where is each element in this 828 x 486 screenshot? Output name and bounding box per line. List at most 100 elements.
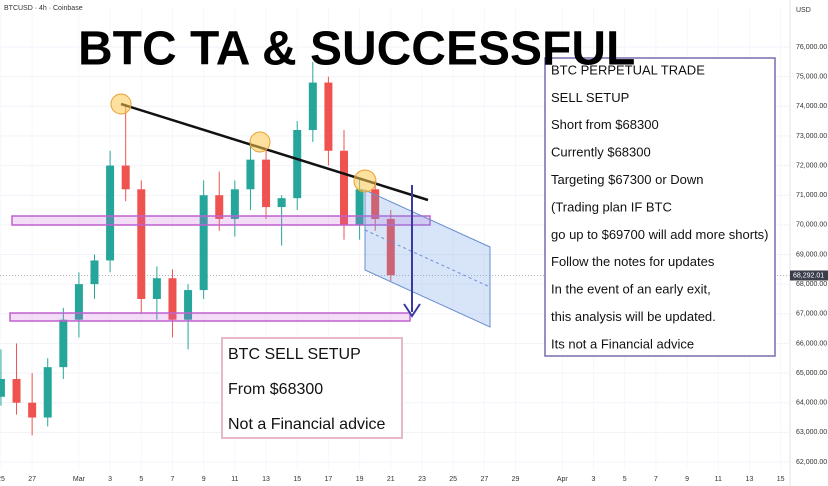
note-line: Currently $68300 <box>551 145 651 160</box>
candle-body <box>246 159 255 190</box>
y-tick-label: 68,000.00 <box>796 281 827 288</box>
x-tick-label: 11 <box>715 476 722 483</box>
arrow-head <box>403 303 421 318</box>
candle-body <box>74 284 83 320</box>
candle-body <box>59 319 68 368</box>
x-tick-label: 15 <box>777 476 785 483</box>
touch-point <box>249 131 271 153</box>
last-price-tag <box>790 270 828 281</box>
x-tick-label: 29 <box>512 476 520 483</box>
x-tick-label: Mar <box>73 476 86 483</box>
candle-body <box>28 402 37 418</box>
y-tick-label: 72,000.00 <box>796 162 827 169</box>
candle-body <box>324 82 333 151</box>
candle-body <box>121 165 130 190</box>
x-tick-label: 27 <box>480 476 488 483</box>
x-tick-label: 17 <box>325 476 333 483</box>
x-tick-label: 9 <box>202 476 206 483</box>
x-tick-label: 19 <box>356 476 364 483</box>
candle-body <box>0 378 5 397</box>
candle-body <box>199 195 208 291</box>
callout-line: From $68300 <box>228 381 323 398</box>
x-tick-label: 15 <box>293 476 301 483</box>
x-tick-label: 25 <box>449 476 457 483</box>
candle-body <box>308 82 317 131</box>
candle-body <box>168 278 177 320</box>
note-line: Follow the notes for updates <box>551 254 715 269</box>
y-tick-label: 76,000.00 <box>796 44 827 51</box>
candle-body <box>262 159 271 208</box>
x-tick-label: 3 <box>108 476 112 483</box>
callout-box <box>221 337 403 439</box>
y-tick-label: 65,000.00 <box>796 370 827 377</box>
touch-point <box>110 93 132 115</box>
x-tick-label: 23 <box>418 476 426 483</box>
x-tick-label: 13 <box>746 476 754 483</box>
y-tick-label: 75,000.00 <box>796 73 827 80</box>
axis-unit: USD <box>796 7 811 14</box>
y-tick-label: 63,000.00 <box>796 429 827 436</box>
axes: 62,000.00 63,000.00 64,000.00 65,000.00 66,0… <box>0 44 828 483</box>
x-tick-label: 3 <box>592 476 596 483</box>
note-line: Targeting $67300 or Down <box>551 172 704 187</box>
y-tick-label: 67,000.00 <box>796 311 827 318</box>
candle-body <box>293 130 302 199</box>
note-line: (Trading plan IF BTC <box>551 199 672 214</box>
candle-body <box>277 198 286 208</box>
y-tick-label: 69,000.00 <box>796 251 827 258</box>
y-tick-label: 66,000.00 <box>796 340 827 347</box>
symbol-header: BTCUSD · 4h · Coinbase <box>4 5 83 12</box>
y-tick-label: 73,000.00 <box>796 133 827 140</box>
channel-mid <box>364 229 491 288</box>
support-zone <box>9 312 411 322</box>
trendline <box>120 102 429 202</box>
x-tick-label: 13 <box>262 476 270 483</box>
candle-body <box>371 189 380 219</box>
candle-body <box>137 189 146 299</box>
chart-title: BTC TA & SUCCESSFUL <box>78 23 635 76</box>
x-tick-label: 7 <box>171 476 175 483</box>
y-tick-label: 74,000.00 <box>796 103 827 110</box>
notes: BTC PERPETUAL TRADE SELL SETUP Short from … <box>551 62 769 351</box>
resistance-zone <box>11 215 431 226</box>
candle-body <box>43 367 52 418</box>
x-tick-label: Apr <box>557 476 569 483</box>
x-tick-label: 5 <box>139 476 143 483</box>
candle-body <box>340 150 349 225</box>
x-tick-label: 25 <box>0 476 5 483</box>
y-tick-label: 71,000.00 <box>796 192 827 199</box>
candle-body <box>230 189 239 219</box>
x-tick-label: 21 <box>387 476 395 483</box>
candle-body <box>386 218 395 276</box>
note-line: SELL SETUP <box>551 90 629 105</box>
note-line: this analysis will be updated. <box>551 309 716 324</box>
x-tick-label: 9 <box>685 476 689 483</box>
note-line: BTC PERPETUAL TRADE <box>551 62 705 77</box>
candle-body <box>355 189 364 225</box>
note-line: go up to $69700 will add more shorts) <box>551 227 769 242</box>
candle-body <box>12 378 21 403</box>
y-tick-label: 70,000.00 <box>796 222 827 229</box>
note-line: Short from $68300 <box>551 117 659 132</box>
y-tick-label: 64,000.00 <box>796 400 827 407</box>
note-line: In the event of an early exit, <box>551 282 711 297</box>
x-tick-label: 27 <box>28 476 36 483</box>
touch-point <box>353 169 377 193</box>
callout-line: Not a Financial advice <box>228 416 386 433</box>
candle-body <box>152 278 161 299</box>
candle-body <box>90 260 99 285</box>
candle-body <box>106 165 115 261</box>
candle-body <box>215 195 224 219</box>
x-tick-label: 11 <box>231 476 238 483</box>
callout-line: BTC SELL SETUP <box>228 346 361 363</box>
y-tick-label: 62,000.00 <box>796 459 827 466</box>
callout: BTC SELL SETUP From $68300 Not a Financial… <box>228 346 386 433</box>
x-tick-label: 5 <box>623 476 627 483</box>
drawings <box>9 93 491 328</box>
candle-body <box>184 290 193 320</box>
notes-box <box>544 57 776 357</box>
candles <box>0 61 395 436</box>
last-price-label: 68,292.01 <box>793 272 824 279</box>
